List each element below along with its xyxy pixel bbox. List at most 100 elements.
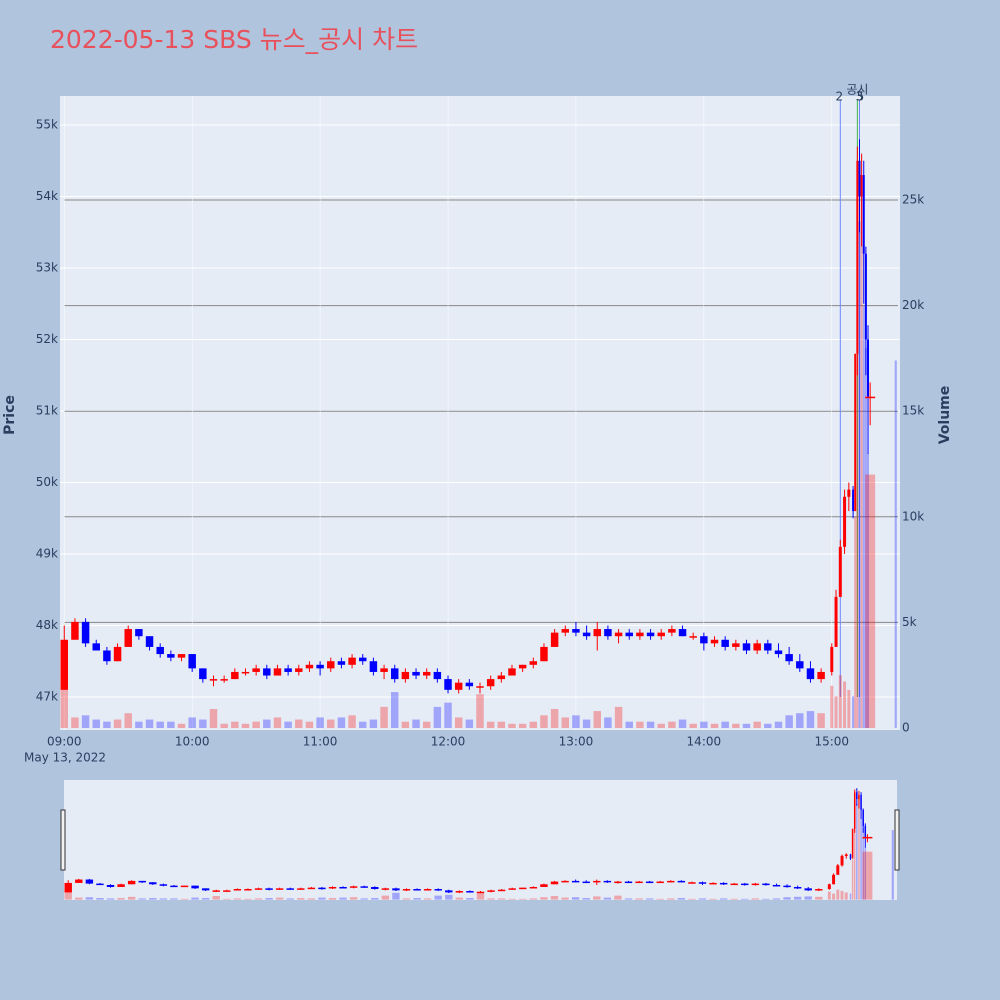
y-tick-label: 48k [36,618,58,632]
candle-body-mini [730,883,738,886]
candle-body [550,632,559,647]
candle-body [867,339,870,397]
candle-body-mini [677,880,686,883]
candle-body [337,661,346,665]
volume-bar-mini [519,898,527,900]
y-axis-title: Price [2,395,18,435]
volume-bar [582,719,591,728]
candle-body-mini [827,884,831,890]
candle-body-mini [149,882,157,885]
volume-bar-mini [772,898,781,900]
volume-bar [305,721,314,728]
candle-body [852,489,855,512]
candle-body-mini [127,880,136,885]
candle-body-mini [159,884,168,886]
volume-bar [852,696,855,728]
volume-bar-mini [635,898,643,900]
candle-body-mini [455,891,464,893]
candle-body-mini [793,886,802,889]
volume-bar-mini [96,898,104,900]
volume-bar-mini [656,898,664,900]
volume-bar-mini [762,898,770,900]
candle-body-mini [856,792,858,800]
y-tick-label: 55k [36,118,58,132]
volume-bar [369,719,378,728]
candle-body-mini [804,888,812,891]
plot-area [60,96,900,730]
y-tick-label: 53k [36,261,58,275]
volume-bar [263,719,271,728]
candle-body [103,650,111,662]
x-tick-label: 09:00 [47,735,82,749]
candle-body-mini [508,888,516,890]
candle-body [71,621,79,640]
volume-bar-mini [851,859,854,900]
candle-body-mini [254,888,263,890]
candle-body [444,679,452,690]
candle-body [625,632,633,637]
volume-bar [209,708,218,728]
candle-body [231,671,239,680]
x-tick-label: 15:00 [814,735,849,749]
candle-body [252,668,260,672]
volume-bar [103,721,111,728]
volume-bar-mini [698,898,707,900]
volume-bar-mini [614,895,622,900]
volume-bar-mini [571,897,580,900]
volume-bar-mini [328,898,337,900]
volume-bar-mini [858,795,860,900]
candle-body-mini [582,881,590,884]
candle-body-mini [561,880,569,883]
volume-bar [273,717,282,728]
candle-body-mini [698,882,707,884]
volume-bar [60,685,68,728]
candle-body [817,671,825,680]
x-date-label: May 13, 2022 [24,751,106,765]
candle-body [188,654,196,669]
candle-body-mini [614,881,622,884]
volume-bar [486,721,495,728]
candle-body-mini [844,854,848,857]
volume-bar [188,717,196,728]
volume-bar-mini [413,898,421,900]
candle-body-mini [381,888,390,890]
volume-bar-mini [339,897,347,900]
candle-body-mini [862,809,864,827]
volume-bar [359,721,367,728]
candle-body-mini [853,792,856,829]
candle-body-mini [75,879,83,883]
candle-body-mini [223,890,231,892]
volume-bar [742,723,751,728]
candle-body-mini [339,886,347,889]
candle-body-mini [180,885,189,888]
volume-bar [561,717,570,728]
candle-body-mini [656,881,664,884]
volume-bar [231,721,239,728]
chart-title: 2022-05-13 SBS 뉴스_공시 차트 [50,25,418,54]
volume-bar-mini [476,893,485,900]
y2-axis-title: Volume [937,386,953,445]
volume-bar-mini [540,897,548,900]
volume-bar-mini [582,898,590,900]
volume-bar-mini [815,896,823,900]
volume-bar [785,715,793,728]
candle-body [689,636,697,638]
volume-bar [199,719,207,728]
candle-body [316,664,324,669]
volume-bar [113,719,122,728]
x-tick-label: 12:00 [431,735,466,749]
slider-handle[interactable] [60,809,66,871]
candle-body [241,671,250,674]
volume-bar [390,692,399,728]
candle-body-mini [624,881,633,884]
candle-body-mini [751,883,760,886]
slider-handle[interactable] [894,809,900,871]
volume-bar [817,713,825,728]
y2-tick-label: 15k [902,404,924,418]
volume-bar [316,717,324,728]
range-slider[interactable] [64,780,897,900]
volume-bar-mini [508,898,516,900]
volume-bar [156,721,164,728]
volume-bar-mini [793,896,802,900]
